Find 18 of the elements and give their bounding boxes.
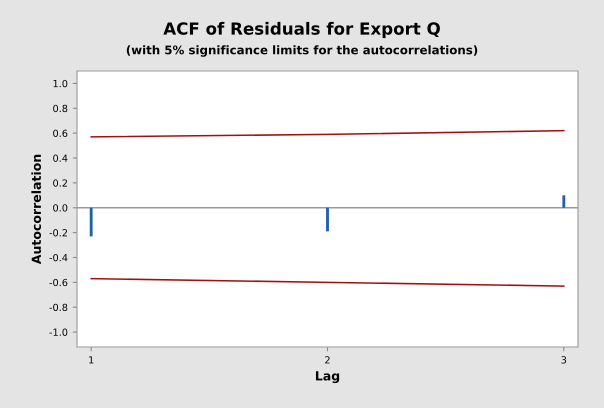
x-tick-label: 3 bbox=[561, 356, 566, 364]
y-tick-label: 0.2 bbox=[53, 179, 67, 187]
y-tick-label: 0.0 bbox=[53, 204, 68, 212]
x-axis-title: Lag bbox=[316, 371, 340, 384]
y-tick-label: 1.0 bbox=[54, 80, 68, 88]
y-tick-label: 0.6 bbox=[53, 130, 68, 137]
y-tick-label: -0.8 bbox=[49, 304, 68, 312]
y-tick-label: 0.8 bbox=[53, 104, 68, 112]
y-tick-label: -0.4 bbox=[49, 254, 68, 262]
x-tick-label: 2 bbox=[325, 356, 330, 364]
x-tick-label: 1 bbox=[89, 356, 94, 364]
y-tick-label: -1.0 bbox=[49, 328, 68, 336]
y-tick-label: -0.2 bbox=[49, 229, 67, 236]
y-axis-title: Autocorrelation bbox=[31, 154, 42, 264]
y-tick-label: 0.4 bbox=[53, 154, 68, 162]
chart-subtitle: (with 5% significance limits for the autocorrelations) bbox=[126, 45, 478, 57]
y-tick-label: -0.6 bbox=[49, 278, 68, 286]
chart-title: ACF of Residuals for Export Q bbox=[163, 22, 440, 38]
